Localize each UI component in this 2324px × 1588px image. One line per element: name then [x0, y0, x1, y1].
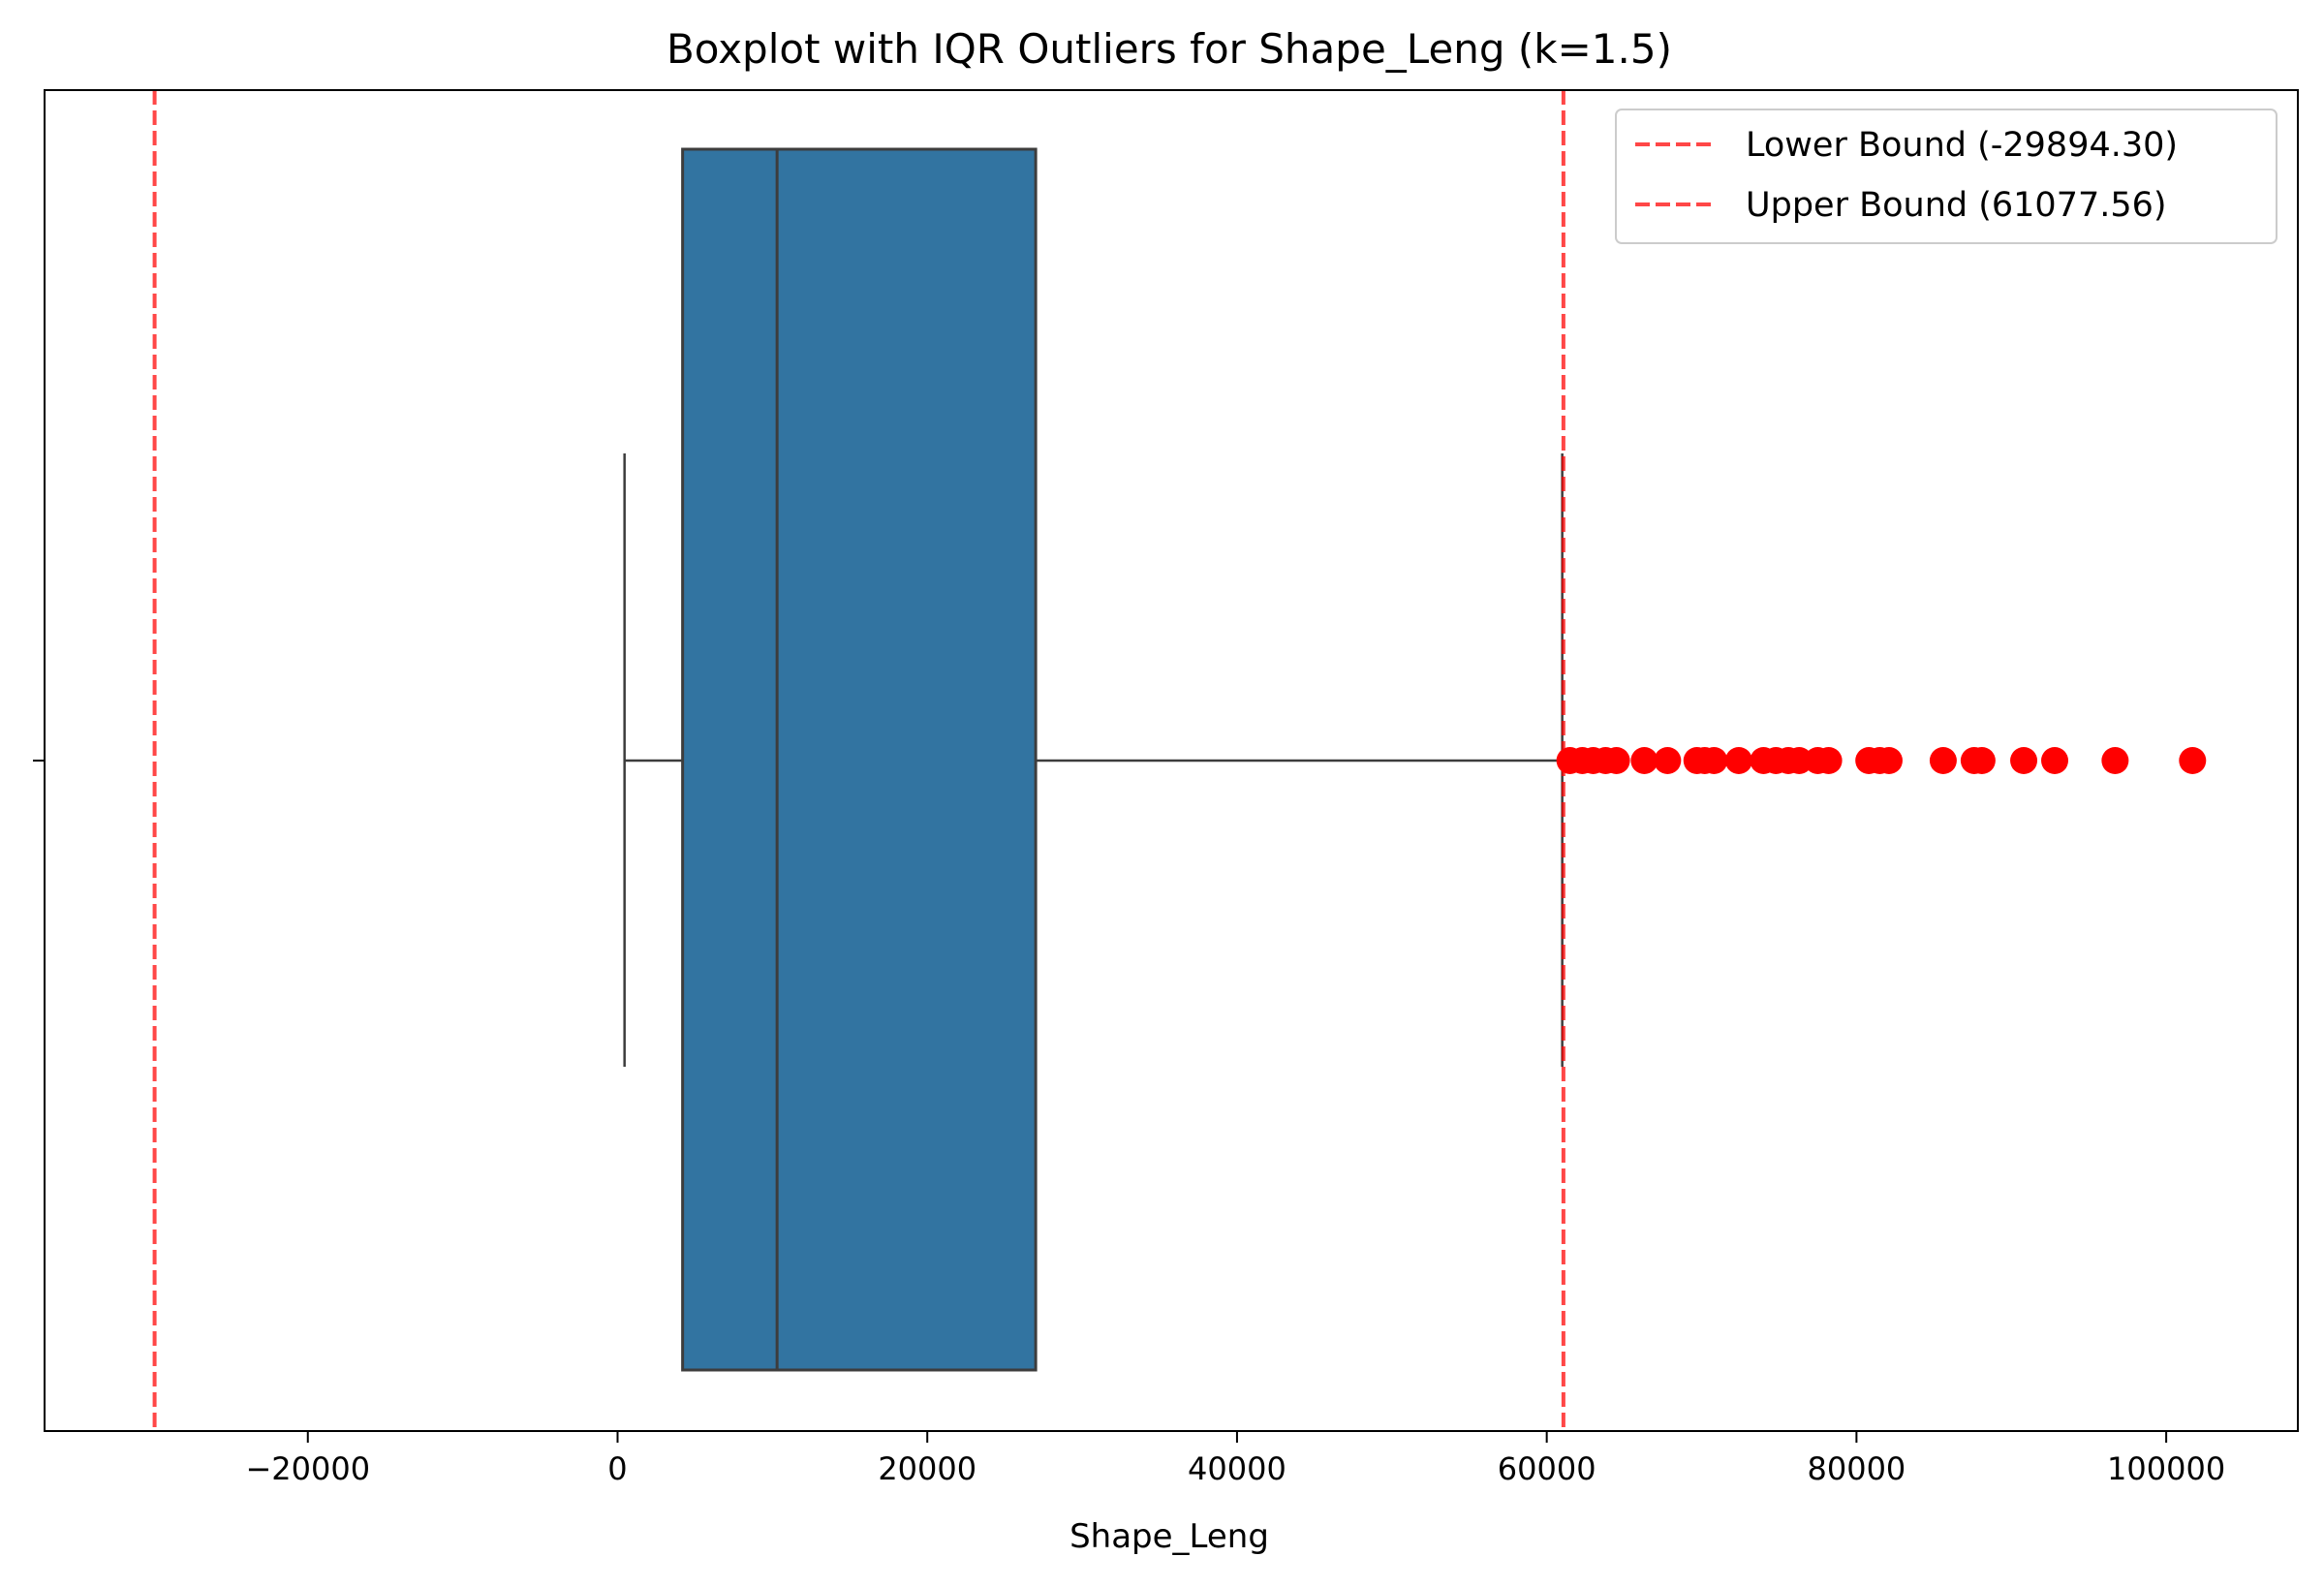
outlier-point — [1875, 747, 1903, 774]
x-axis-label: Shape_Leng — [1069, 1517, 1269, 1556]
outlier-point — [1968, 747, 1996, 774]
outlier-point — [1929, 747, 1957, 774]
outlier-point — [2010, 747, 2038, 774]
legend-label: Lower Bound (-29894.30) — [1746, 126, 2178, 165]
outlier-point — [1785, 747, 1813, 774]
x-tick-label: −20000 — [245, 1450, 370, 1487]
x-tick-label: 80000 — [1807, 1450, 1906, 1487]
plot-area — [33, 89, 2299, 1432]
outlier-point — [2101, 747, 2129, 774]
x-axis-ticks: −20000 0 20000 40000 60000 80000 100000 — [245, 1431, 2225, 1487]
outlier-point — [1724, 747, 1752, 774]
outlier-point — [1630, 747, 1658, 774]
outlier-point — [2179, 747, 2207, 774]
iqr-box — [681, 147, 1038, 1372]
legend-label: Upper Bound (61077.56) — [1746, 186, 2167, 225]
legend-box — [1615, 109, 2278, 244]
x-tick-label: 100000 — [2107, 1450, 2225, 1487]
outlier-point — [1654, 747, 1682, 774]
outlier-point — [1814, 747, 1843, 774]
x-tick-label: 40000 — [1188, 1450, 1286, 1487]
x-tick-label: 0 — [607, 1450, 627, 1487]
chart-title: Boxplot with IQR Outliers for Shape_Leng… — [666, 25, 1672, 73]
outlier-point — [1700, 747, 1728, 774]
x-tick-label: 60000 — [1498, 1450, 1596, 1487]
x-tick-label: 20000 — [878, 1450, 976, 1487]
outlier-point — [2041, 747, 2069, 774]
outlier-point — [1602, 747, 1630, 774]
legend: Lower Bound (-29894.30) Upper Bound (6107… — [1615, 109, 2278, 244]
